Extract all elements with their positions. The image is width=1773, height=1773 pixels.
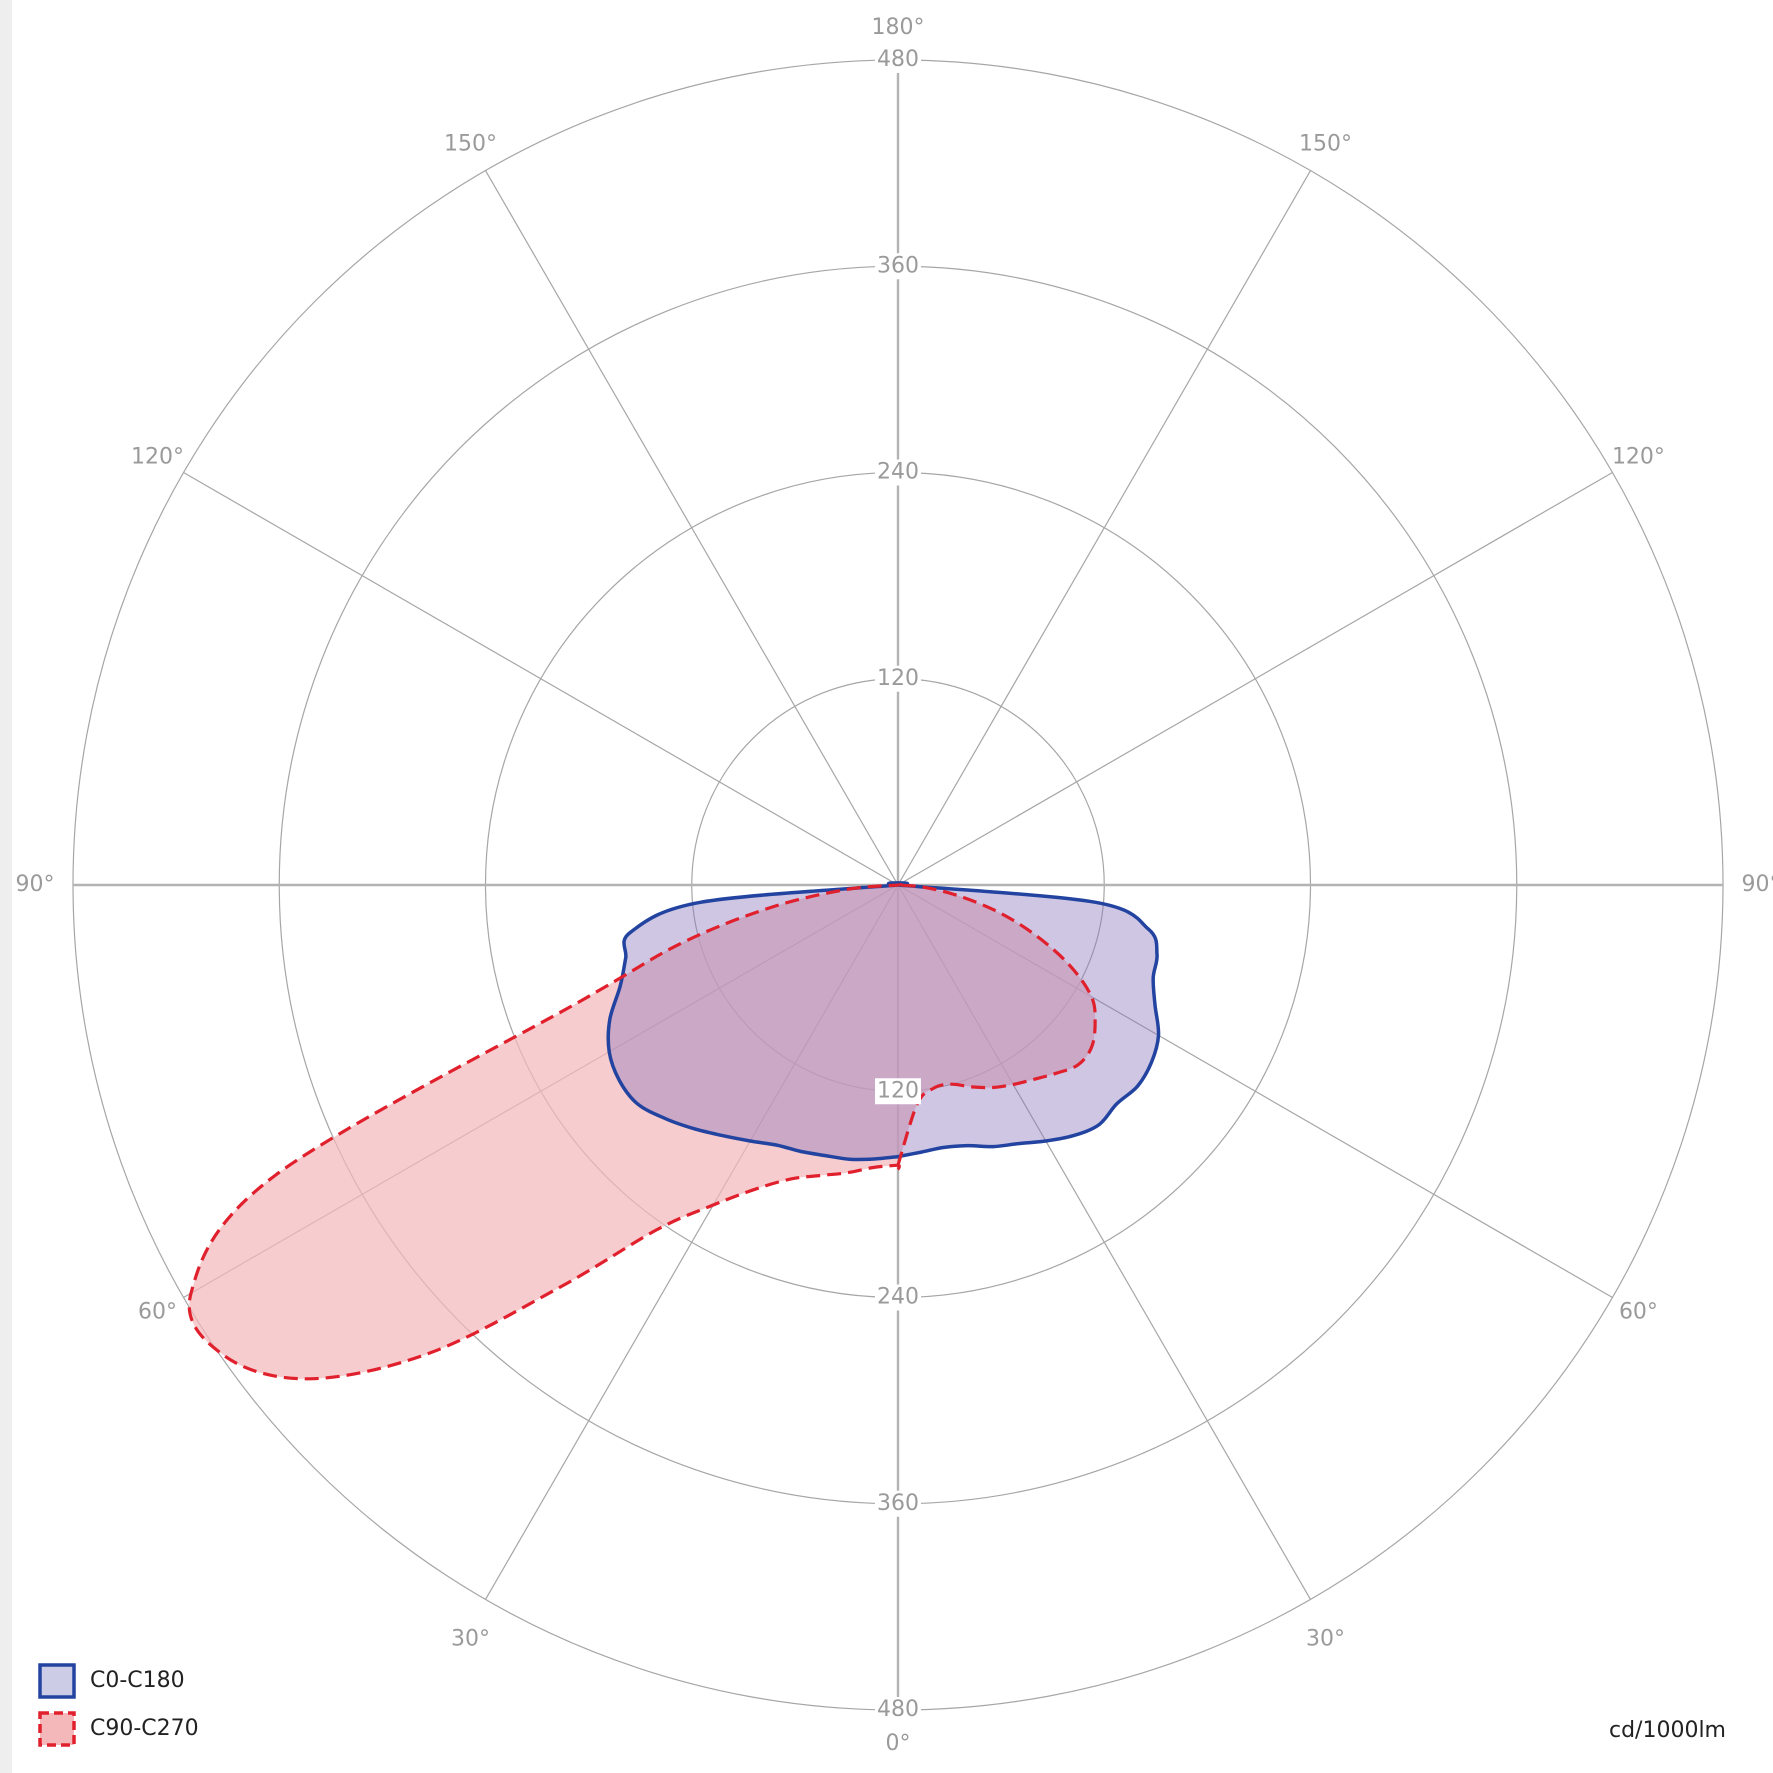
- angle-label-right-120: 120°: [1612, 445, 1665, 470]
- angle-label-bottom-0: 0°: [886, 1731, 911, 1756]
- series-fill-c90-c270: [189, 884, 1096, 1379]
- angle-label-left-60: 60°: [138, 1300, 177, 1325]
- tick-label-bg-down-120: [875, 1078, 921, 1105]
- spoke-150: [897, 170, 1312, 886]
- series-fill-c0-c180: [608, 882, 1159, 1160]
- legend-swatch-c0-c180: [38, 1663, 76, 1699]
- radial-tick-up-480: 480: [877, 47, 919, 72]
- label-layer: 120 120 240 240 360 360 480 480 30° 30° 60° 60° 90° 9…: [16, 15, 1773, 1756]
- angle-label-right-90: 90°: [1742, 872, 1773, 897]
- tick-label-bg-up-240: [875, 459, 921, 486]
- tick-label-bg-up-120: [875, 665, 921, 692]
- radial-tick-up-240: 240: [877, 460, 919, 485]
- radial-tick-up-120: 120: [877, 666, 919, 691]
- tick-label-bg-up-360: [875, 253, 921, 280]
- tick-label-bg-down-480: [875, 1697, 921, 1723]
- radial-tick-up-360: 360: [877, 253, 919, 278]
- legend-swatch-c90-c270: [38, 1711, 76, 1747]
- radial-tick-down-120: 120: [877, 1078, 919, 1103]
- radial-tick-down-360: 360: [877, 1491, 919, 1516]
- angle-label-right-30: 30°: [1306, 1626, 1345, 1651]
- angle-label-right-60: 60°: [1619, 1300, 1658, 1325]
- angle-label-left-120: 120°: [131, 445, 184, 470]
- series-layer: [187, 881, 1161, 1381]
- tick-label-bg-down-240: [875, 1284, 921, 1311]
- angle-label-top-180: 180°: [872, 15, 925, 40]
- angle-label-right-150: 150°: [1299, 132, 1352, 157]
- legend-label-c90-c270: C90-C270: [90, 1716, 199, 1741]
- tick-label-bg-down-360: [875, 1490, 921, 1517]
- spoke-120: [897, 471, 1613, 886]
- radial-tick-down-240: 240: [877, 1285, 919, 1310]
- radial-tick-down-480: 480: [877, 1697, 919, 1722]
- angle-label-left-90: 90°: [16, 872, 55, 897]
- tick-label-bg-up-480: [875, 47, 921, 73]
- unit-label: cd/1000lm: [1609, 1718, 1726, 1743]
- left-edge-strip: [0, 0, 12, 1773]
- angle-label-left-30: 30°: [451, 1626, 490, 1651]
- legend-label-c0-c180: C0-C180: [90, 1668, 185, 1693]
- angle-label-left-150: 150°: [444, 132, 497, 157]
- spoke-240: [183, 471, 899, 886]
- legend: C0-C180 C90-C270: [38, 1663, 199, 1747]
- spoke-210: [484, 170, 899, 886]
- series-line-c90-c270: [187, 882, 1097, 1381]
